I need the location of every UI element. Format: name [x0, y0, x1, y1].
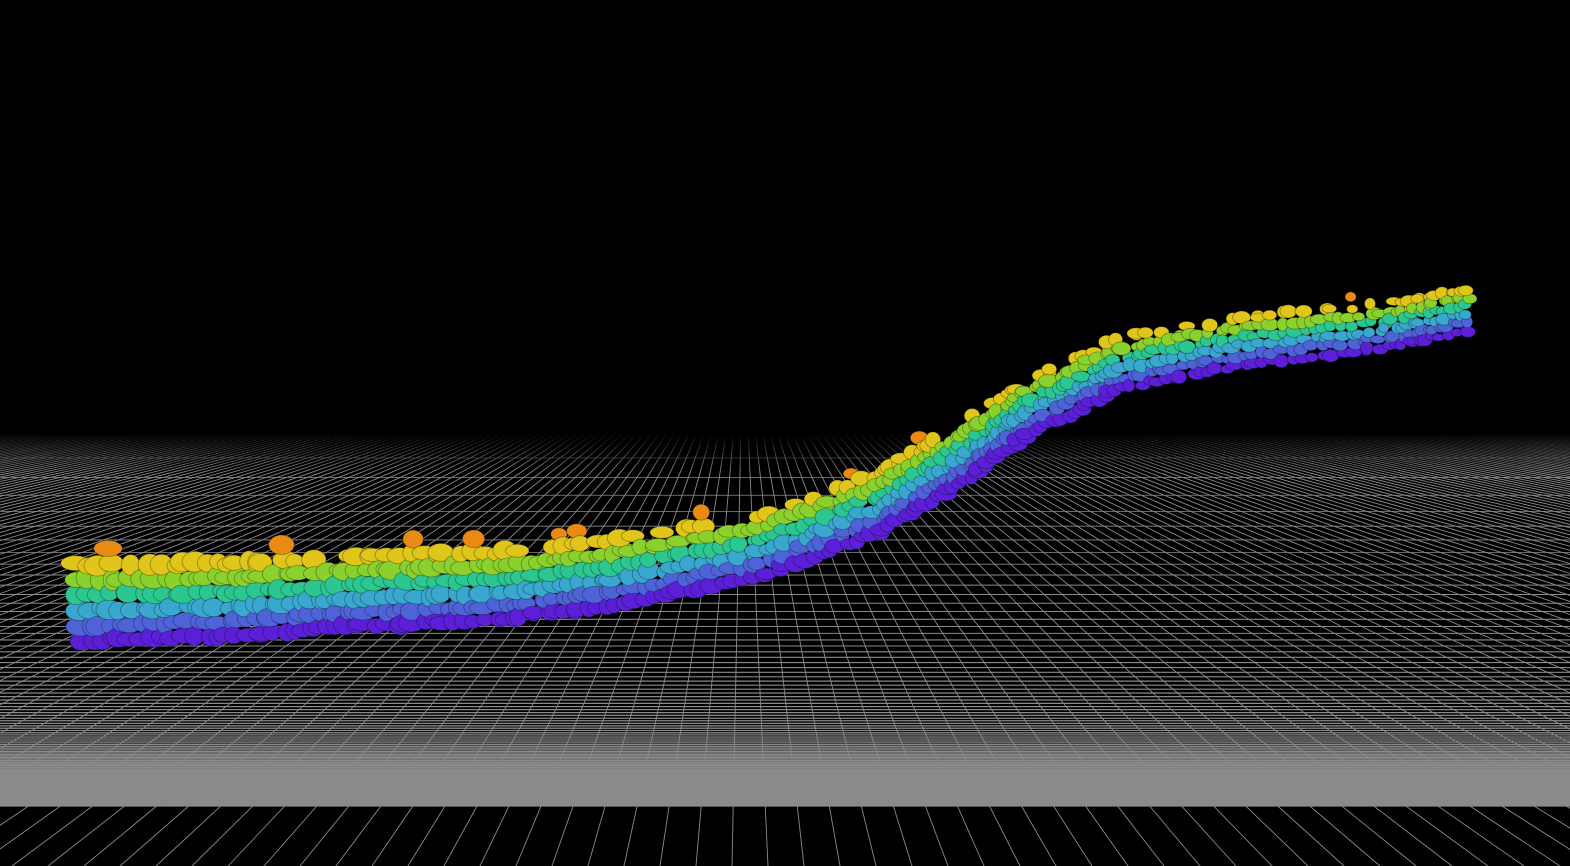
wall-stone [1410, 318, 1425, 328]
wall-stone [1206, 361, 1223, 375]
wall-stone [1122, 378, 1136, 393]
wall-stone [1294, 304, 1313, 318]
wall-stone [1170, 369, 1188, 385]
wall-stone [1321, 303, 1338, 314]
wall-stone [620, 529, 645, 543]
wall-stone [1137, 326, 1154, 339]
wall-stone [1457, 284, 1474, 297]
wall-stone [649, 526, 675, 539]
wall-stone [1262, 309, 1278, 321]
wall-stone [98, 553, 125, 573]
stone-wall-model[interactable] [60, 284, 1478, 651]
wall-stone [1111, 341, 1132, 356]
wall-stone [1344, 291, 1357, 303]
wall-stone [692, 503, 710, 521]
wall-stone [1364, 297, 1376, 310]
wall-stone [1201, 318, 1219, 333]
wall-stone [1279, 304, 1298, 319]
wall-stone [1352, 311, 1366, 322]
wall-stone [1331, 339, 1349, 352]
wall-stone [1346, 304, 1359, 314]
wall-stone [1305, 352, 1319, 363]
wall-stone [1178, 340, 1196, 354]
wall-stone [1410, 293, 1424, 304]
wall-stone [93, 540, 123, 557]
wall-stone [462, 529, 486, 549]
wall-stone [268, 534, 295, 556]
wall-stone [1041, 362, 1058, 376]
wall-stone [505, 543, 530, 558]
wall-stone [248, 552, 273, 572]
wall-stone [1071, 370, 1091, 383]
wall-stone [1362, 326, 1376, 339]
wall-stone [1359, 340, 1374, 355]
wall-stone [402, 529, 424, 549]
wall-stone [1273, 353, 1289, 369]
wall-stone [1377, 322, 1390, 333]
wall-stone [1458, 309, 1472, 320]
